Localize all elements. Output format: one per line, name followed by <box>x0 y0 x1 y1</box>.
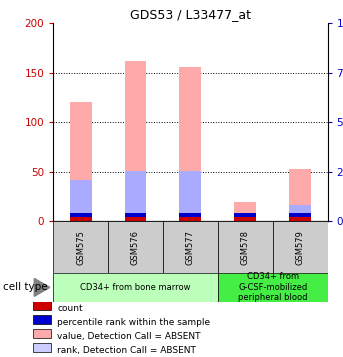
Bar <box>33 315 51 324</box>
Bar <box>289 213 311 217</box>
Text: count: count <box>57 304 83 313</box>
Bar <box>289 217 311 221</box>
Bar <box>218 221 273 273</box>
Text: rank, Detection Call = ABSENT: rank, Detection Call = ABSENT <box>57 346 196 355</box>
Bar <box>289 206 311 221</box>
Bar <box>234 213 256 221</box>
Text: percentile rank within the sample: percentile rank within the sample <box>57 318 210 327</box>
Text: value, Detection Call = ABSENT: value, Detection Call = ABSENT <box>57 332 201 341</box>
Polygon shape <box>34 278 50 296</box>
Bar <box>234 217 256 221</box>
Text: GSM576: GSM576 <box>131 230 140 265</box>
Bar <box>273 221 328 273</box>
Bar <box>70 102 92 221</box>
Bar <box>179 67 201 221</box>
Text: GSM579: GSM579 <box>296 230 305 265</box>
Text: GSM578: GSM578 <box>241 230 250 265</box>
Bar <box>33 329 51 338</box>
Text: CD34+ from
G-CSF-mobilized
peripheral blood: CD34+ from G-CSF-mobilized peripheral bl… <box>238 272 307 302</box>
Bar <box>289 169 311 221</box>
Bar <box>125 171 146 221</box>
Bar <box>53 221 108 273</box>
Bar <box>70 213 92 217</box>
Bar <box>125 61 146 221</box>
Text: cell type: cell type <box>3 282 48 292</box>
Bar <box>108 221 163 273</box>
Bar <box>234 213 256 217</box>
Bar <box>179 213 201 217</box>
Bar <box>234 201 256 221</box>
Bar <box>218 273 328 302</box>
Bar <box>70 217 92 221</box>
Text: GSM577: GSM577 <box>186 230 195 265</box>
Bar <box>179 171 201 221</box>
Title: GDS53 / L33477_at: GDS53 / L33477_at <box>130 7 251 21</box>
Bar <box>53 273 218 302</box>
Bar <box>125 213 146 217</box>
Text: GSM575: GSM575 <box>76 230 85 265</box>
Bar <box>33 301 51 310</box>
Text: CD34+ from bone marrow: CD34+ from bone marrow <box>80 283 191 292</box>
Bar <box>70 180 92 221</box>
Bar <box>163 221 218 273</box>
Bar <box>125 217 146 221</box>
Bar <box>179 217 201 221</box>
Bar <box>33 343 51 352</box>
